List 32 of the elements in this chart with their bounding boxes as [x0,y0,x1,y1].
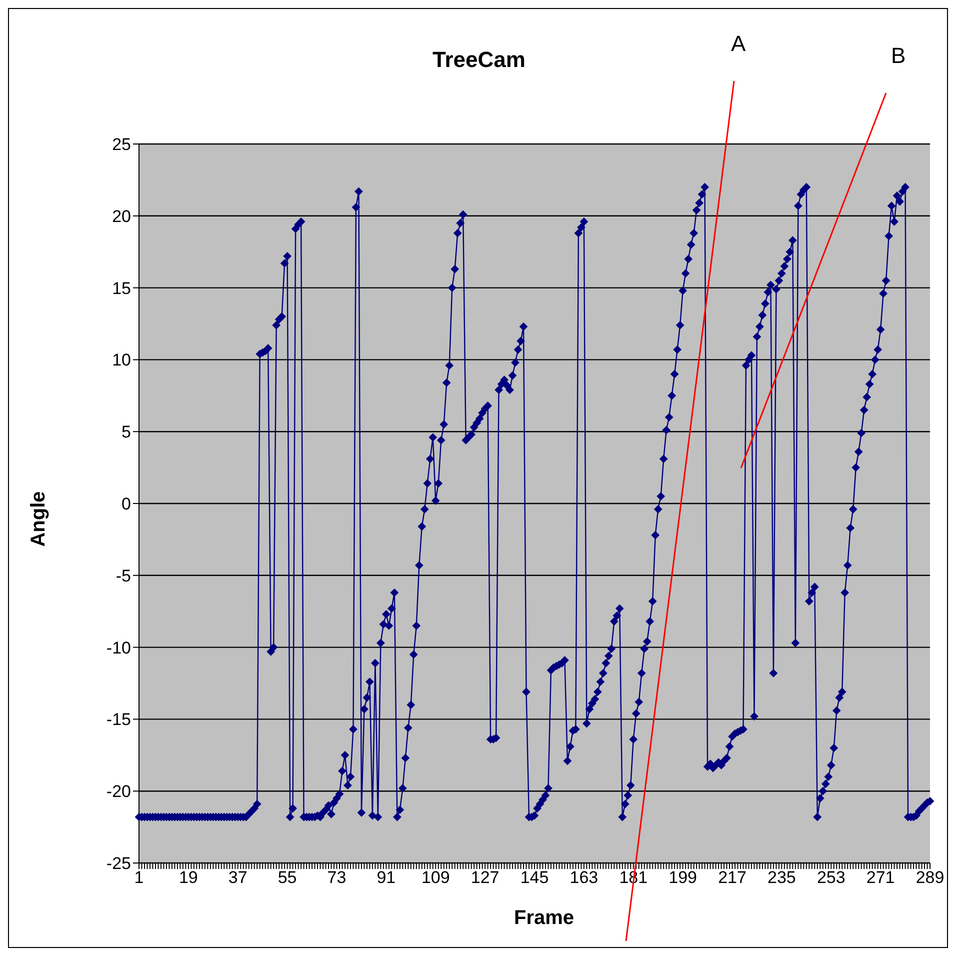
y-tick-label: 10 [112,350,131,370]
y-axis-title: Angle [28,491,50,547]
x-tick-label: 127 [470,868,500,888]
x-tick-label: 109 [421,868,450,888]
y-tick-label: -15 [106,710,131,730]
x-tick-label: 253 [816,868,846,888]
x-tick-label: 199 [668,868,697,888]
x-tick-label: 73 [327,868,346,888]
y-tick-label: 0 [122,494,131,514]
y-tick-label: -5 [116,566,131,586]
x-tick-label: 217 [718,868,746,888]
text: A [731,31,746,56]
y-tick-label: 25 [112,135,131,154]
y-tick-label: -25 [106,854,131,874]
x-tick-label: 235 [768,868,796,888]
y-tick-label: -20 [106,782,131,802]
x-tick-label: 145 [520,868,549,888]
x-tick-label: 55 [278,868,297,888]
y-tick-label: 20 [112,206,131,226]
chart-title: TreeCam [432,47,526,72]
x-tick-label: 271 [866,868,895,888]
x-tick-label: 37 [228,868,248,888]
x-tick-label: 163 [570,868,598,888]
x-axis-title: Frame [512,907,576,930]
text: B [891,43,906,68]
y-tick-label: 5 [122,422,131,442]
x-tick-label: 19 [178,868,198,888]
y-tick-label: 15 [112,278,131,298]
x-tick-label: 1 [134,868,144,888]
x-tick-label: 289 [916,868,944,888]
x-tick-label: 91 [376,868,396,888]
y-tick-label: -10 [106,638,131,658]
